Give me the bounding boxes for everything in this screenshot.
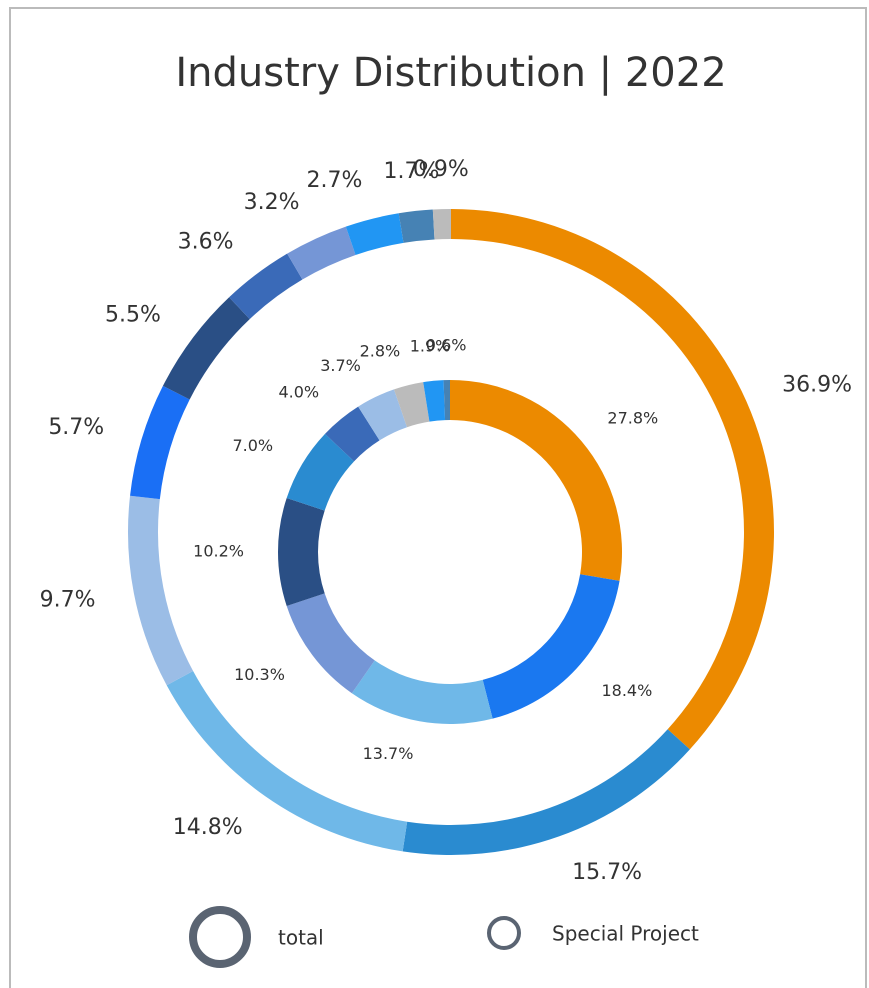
donut-segment [345, 213, 404, 255]
donut-segment [482, 574, 620, 719]
donut-segment [166, 671, 408, 852]
value-label: 18.4% [601, 681, 652, 700]
donut-segment [351, 660, 493, 724]
value-label: 3.2% [244, 190, 300, 215]
donut-segment [393, 382, 430, 428]
legend-label: Special Project [552, 922, 699, 946]
value-label: 14.8% [173, 815, 243, 840]
donut-segment [286, 593, 375, 694]
donut-segment [358, 389, 408, 441]
value-label: 1.9% [410, 336, 451, 355]
chart-title: Industry Distribution | 2022 [175, 50, 726, 96]
donut-segment [398, 209, 435, 243]
value-label: 5.5% [105, 302, 161, 327]
donut-segment [451, 209, 775, 750]
value-label: 3.7% [320, 356, 361, 375]
donut-segment [402, 729, 690, 855]
value-label: 0.6% [426, 336, 467, 355]
legend-label: total [278, 926, 324, 950]
donut-segment [130, 385, 190, 500]
value-label: 2.8% [360, 342, 401, 361]
donut-segment [423, 380, 446, 422]
donut-segment [286, 433, 355, 511]
value-label: 10.2% [193, 542, 244, 561]
donut-segment [443, 380, 450, 421]
donut-segment [127, 495, 194, 686]
value-label: 5.7% [48, 415, 104, 440]
value-label: 9.7% [40, 588, 96, 613]
legend-icon [189, 906, 251, 968]
value-label: 36.9% [782, 373, 852, 398]
value-label: 4.0% [278, 382, 319, 401]
donut-segment [432, 209, 451, 240]
value-label: 0.9% [413, 157, 469, 182]
value-label: 15.7% [572, 860, 642, 885]
donut-segment [325, 406, 380, 462]
value-label: 1.7% [383, 159, 439, 184]
value-label: 3.6% [178, 230, 234, 255]
value-label: 10.3% [234, 665, 285, 684]
value-label: 7.0% [232, 436, 273, 455]
donut-segment [278, 498, 325, 606]
frame [9, 7, 867, 988]
donut-segment [162, 297, 250, 400]
legend-icon [487, 916, 521, 950]
value-label: 2.7% [307, 168, 363, 193]
donut-segment [287, 226, 356, 280]
donut-segment [450, 380, 623, 581]
value-label: 13.7% [363, 744, 414, 763]
value-label: 27.8% [607, 409, 658, 428]
donut-segment [229, 253, 303, 320]
